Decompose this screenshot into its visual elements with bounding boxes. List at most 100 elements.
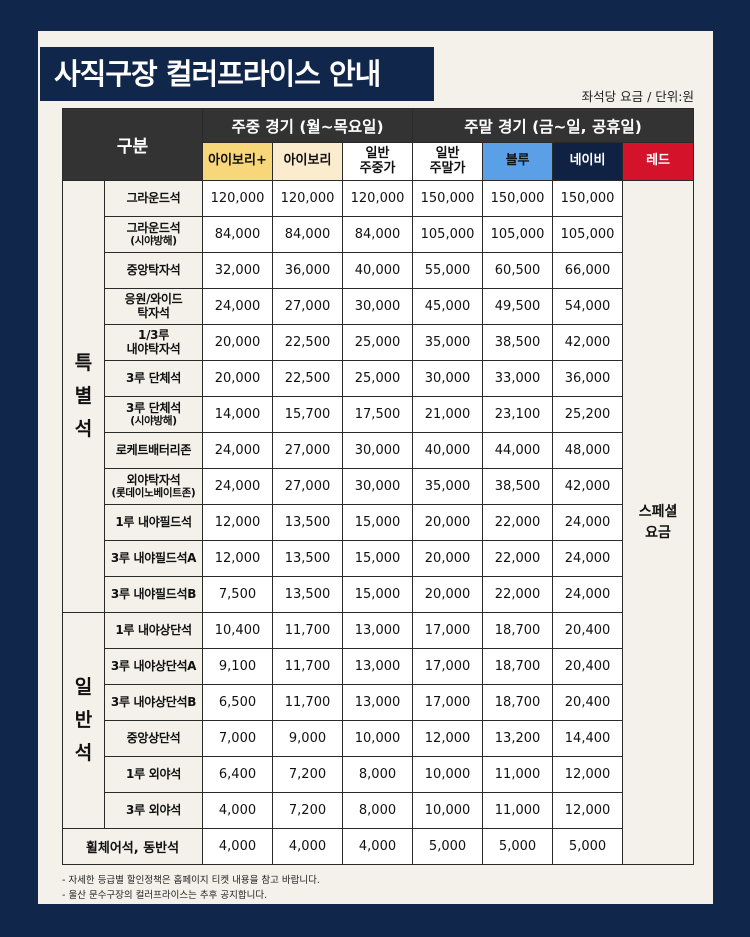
- price-cell: 38,500: [482, 324, 554, 361]
- price-cell: 20,000: [202, 324, 273, 361]
- seat-name: 로케트배터리존: [115, 442, 192, 457]
- price-cell: 20,000: [202, 360, 273, 397]
- seat-name: 1루 내야필드석: [115, 514, 192, 529]
- price-cell: 66,000: [552, 252, 624, 289]
- seat-name-cell: 3루 내야상단석B: [104, 684, 203, 721]
- seat-name: 외야탁자석: [126, 472, 181, 487]
- price-cell: 27,000: [272, 288, 343, 325]
- tier-red: 레드: [622, 142, 695, 181]
- seat-name-cell: 1/3루 내야탁자석: [104, 324, 203, 361]
- price-cell: 5,000: [552, 828, 624, 865]
- price-cell: 7,200: [272, 756, 343, 793]
- price-cell: 150,000: [552, 180, 624, 217]
- price-cell: 11,700: [272, 684, 343, 721]
- price-cell: 13,500: [272, 576, 343, 613]
- tier-navy: 네이비: [552, 142, 624, 181]
- price-cell: 13,000: [341, 612, 414, 649]
- table-row: 중앙상단석 7,000 9,000 10,000 12,000 13,200 14,400: [63, 720, 694, 757]
- price-cell: 4,000: [341, 828, 414, 865]
- price-cell: 4,000: [202, 792, 273, 829]
- price-cell: 22,500: [272, 324, 343, 361]
- price-cell: 84,000: [341, 216, 414, 253]
- header-weekday-group: 주중 경기 (월~목요일): [201, 108, 414, 143]
- tier-blue: 블루: [482, 142, 554, 181]
- price-cell: 20,000: [412, 540, 484, 577]
- price-cell: 14,400: [552, 720, 624, 757]
- price-cell: 24,000: [202, 288, 273, 325]
- table-row: 그라운드석 (시야방해) 84,000 84,000 84,000 105,000 105,…: [63, 216, 694, 253]
- price-cell: 13,000: [341, 684, 414, 721]
- price-cell: 6,500: [202, 684, 273, 721]
- price-cell: 40,000: [412, 432, 484, 469]
- price-cell: 11,000: [482, 756, 554, 793]
- price-cell: 84,000: [272, 216, 343, 253]
- seat-name-cell: 중앙탁자석: [104, 252, 203, 289]
- price-cell: 11,000: [482, 792, 554, 829]
- price-cell: 15,000: [341, 576, 414, 613]
- seat-name-cell: 3루 내야필드석B: [104, 576, 203, 613]
- special-price-cell: 스페셜 요금: [622, 180, 695, 865]
- note-line: - 울산 문수구장의 컬러프라이스는 추후 공지합니다.: [62, 890, 268, 901]
- price-cell: 13,500: [272, 540, 343, 577]
- group-special-label: 특 별 석: [62, 180, 105, 613]
- seat-name-cell: 1루 내야필드석: [104, 504, 203, 541]
- price-cell: 120,000: [202, 180, 273, 217]
- price-cell: 40,000: [341, 252, 414, 289]
- price-cell: 48,000: [552, 432, 624, 469]
- price-cell: 33,000: [482, 360, 554, 397]
- table-row: 3루 외야석 4,000 7,200 8,000 10,000 11,000 12,000: [63, 792, 694, 829]
- price-cell: 12,000: [412, 720, 484, 757]
- seat-name: 그라운드석: [126, 220, 181, 235]
- price-cell: 120,000: [341, 180, 414, 217]
- price-cell: 10,000: [412, 756, 484, 793]
- price-cell: 15,000: [341, 504, 414, 541]
- price-cell: 105,000: [482, 216, 554, 253]
- price-cell: 105,000: [412, 216, 484, 253]
- price-cell: 5,000: [412, 828, 484, 865]
- price-cell: 25,000: [341, 360, 414, 397]
- price-cell: 17,000: [412, 684, 484, 721]
- seat-name-cell: 외야탁자석 (롯데이노베이트존): [104, 468, 203, 505]
- price-cell: 13,500: [272, 504, 343, 541]
- price-cell: 30,000: [341, 432, 414, 469]
- title-banner: 사직구장 컬러프라이스 안내: [40, 47, 434, 101]
- table-row: 로케트배터리존 24,000 27,000 30,000 40,000 44,000 48,…: [63, 432, 694, 469]
- table-row: 휠체어석, 동반석 4,000 4,000 4,000 5,000 5,000 5,000: [62, 828, 694, 865]
- price-cell: 15,000: [341, 540, 414, 577]
- price-cell: 20,000: [412, 576, 484, 613]
- table-row: 외야탁자석 (롯데이노베이트존) 24,000 27,000 30,000 35,000 3…: [63, 468, 694, 505]
- price-cell: 17,000: [412, 612, 484, 649]
- price-cell: 44,000: [482, 432, 554, 469]
- price-cell: 9,100: [202, 648, 273, 685]
- table-row: 3루 내야필드석A 12,000 13,500 15,000 20,000 22,000 2…: [63, 540, 694, 577]
- price-cell: 4,000: [272, 828, 343, 865]
- seat-name: 휠체어석, 동반석: [62, 828, 203, 865]
- seat-name-cell: 중앙상단석: [104, 720, 203, 757]
- seat-name: 1/3루: [138, 327, 169, 342]
- seat-name: 3루 단체석: [126, 400, 181, 415]
- group-general-label: 일 반 석: [62, 612, 105, 829]
- price-cell: 55,000: [412, 252, 484, 289]
- price-cell: 24,000: [202, 468, 273, 505]
- seat-subname: 내야탁자석: [126, 341, 181, 356]
- seat-name: 그라운드석: [126, 190, 181, 205]
- price-cell: 14,000: [202, 396, 273, 433]
- table-row: 특 별 석 그라운드석 120,000 120,000 120,000 150,000 15…: [62, 180, 695, 865]
- seat-name-cell: 3루 내야상단석A: [104, 648, 203, 685]
- price-cell: 12,000: [552, 792, 624, 829]
- price-cell: 20,000: [412, 504, 484, 541]
- price-cell: 150,000: [482, 180, 554, 217]
- table-row: 일 반 석 1루 내야상단석 10,400 11,700 13,000 17,000 18,…: [62, 612, 694, 829]
- price-cell: 12,000: [552, 756, 624, 793]
- price-cell: 7,500: [202, 576, 273, 613]
- price-cell: 22,000: [482, 504, 554, 541]
- table-row: 3루 내야상단석A 9,100 11,700 13,000 17,000 18,700 20…: [63, 648, 694, 685]
- price-cell: 38,500: [482, 468, 554, 505]
- seat-name-cell: 그라운드석: [104, 180, 203, 217]
- table-row: 응원/와이드 탁자석 24,000 27,000 30,000 45,000 49,500 5…: [63, 288, 694, 325]
- table-row: 3루 내야필드석B 7,500 13,500 15,000 20,000 22,000 24…: [63, 576, 694, 613]
- seat-name-cell: 응원/와이드 탁자석: [104, 288, 203, 325]
- price-cell: 24,000: [552, 540, 624, 577]
- seat-name-cell: 3루 내야필드석A: [104, 540, 203, 577]
- tier-ivory-plus: 아이보리+: [202, 142, 273, 181]
